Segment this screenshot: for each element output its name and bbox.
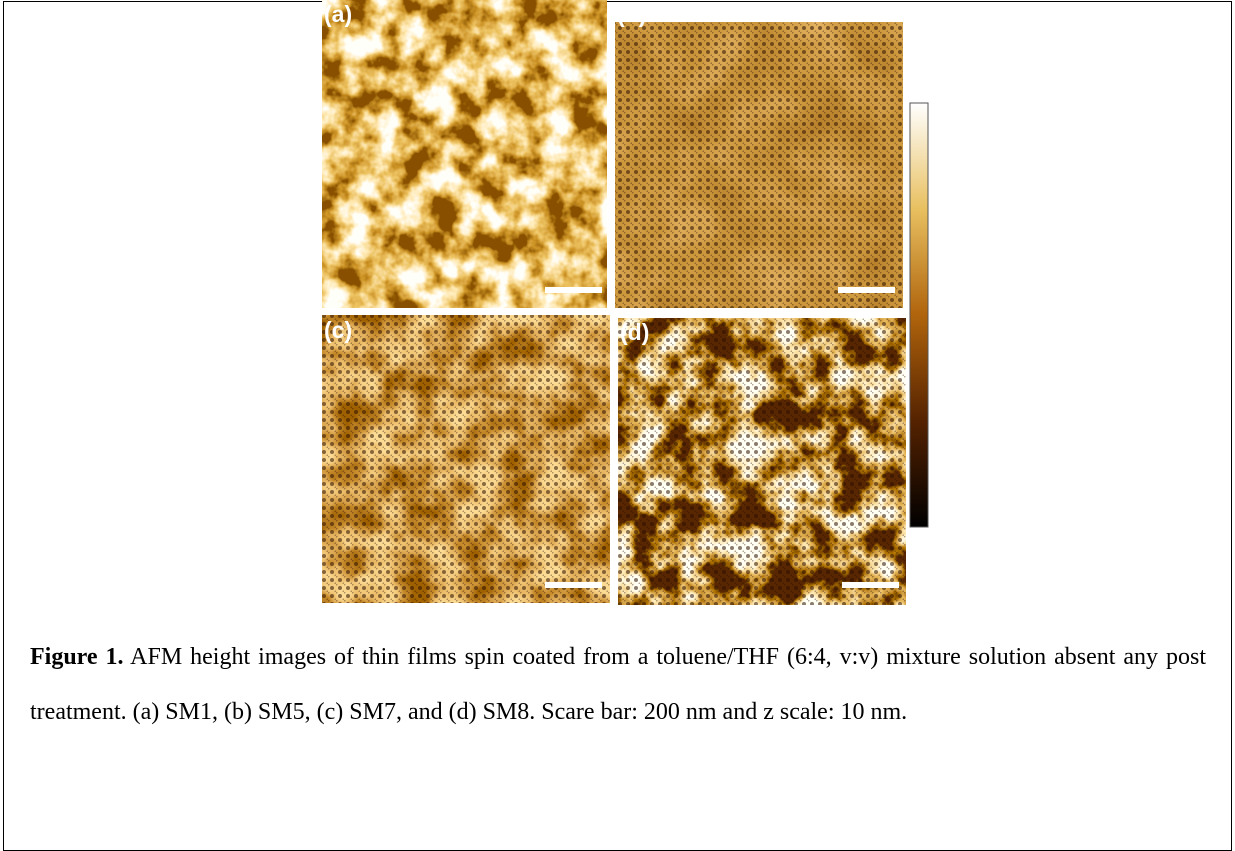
afm-image	[322, 0, 607, 308]
afm-texture	[618, 318, 906, 605]
caption-text: AFM height images of thin films spin coa…	[30, 644, 1206, 725]
caption: Figure 1. AFM height images of thin film…	[30, 630, 1206, 740]
scale-bar	[842, 582, 899, 588]
scale-bar	[545, 582, 602, 588]
afm-texture	[615, 22, 903, 308]
caption-label: Figure 1.	[30, 644, 124, 670]
panel-label: (d)	[620, 319, 649, 345]
panel-d: (d)	[618, 318, 906, 605]
panel-c: (c)	[322, 315, 610, 603]
panel-label: (a)	[324, 1, 352, 27]
panel-label: (b)	[617, 1, 646, 27]
panel-label: (c)	[324, 317, 352, 343]
figure: (a) (b) (c) (d)	[0, 0, 1235, 620]
panel-a: (a)	[322, 0, 607, 308]
panel-b: (b)	[615, 1, 903, 308]
color-bar	[910, 103, 928, 527]
afm-texture	[322, 315, 610, 603]
scale-bar	[838, 287, 895, 293]
scale-bar	[545, 287, 602, 293]
